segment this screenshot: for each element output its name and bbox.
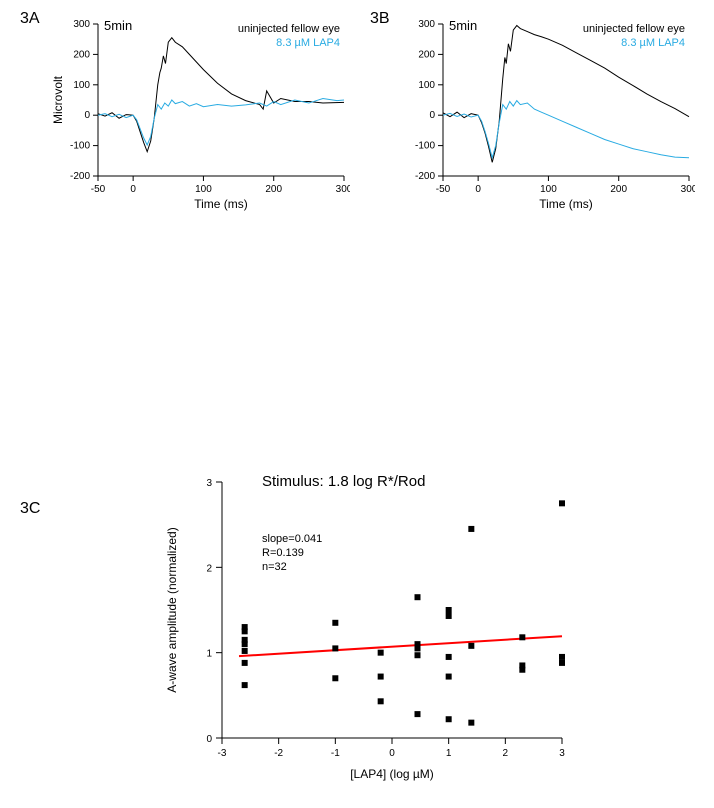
svg-text:100: 100: [418, 80, 435, 91]
svg-text:Time (ms): Time (ms): [539, 197, 593, 211]
svg-text:3: 3: [559, 748, 565, 759]
svg-text:100: 100: [540, 184, 557, 195]
svg-text:0: 0: [429, 110, 435, 121]
svg-text:8.3 µM LAP4: 8.3 µM LAP4: [621, 37, 685, 49]
svg-text:300: 300: [681, 184, 695, 195]
svg-text:100: 100: [73, 80, 90, 91]
svg-text:5min: 5min: [104, 18, 132, 33]
svg-text:0: 0: [389, 748, 395, 759]
svg-text:5min: 5min: [449, 18, 477, 33]
svg-text:200: 200: [418, 49, 435, 60]
svg-text:-2: -2: [274, 748, 283, 759]
svg-text:R=0.139: R=0.139: [262, 547, 304, 559]
panel-b-label: 3B: [370, 10, 390, 28]
svg-text:-100: -100: [415, 141, 435, 152]
svg-text:200: 200: [265, 184, 282, 195]
svg-text:300: 300: [418, 19, 435, 30]
svg-text:-3: -3: [218, 748, 227, 759]
svg-text:8.3 µM LAP4: 8.3 µM LAP4: [276, 37, 340, 49]
svg-text:-200: -200: [415, 171, 435, 182]
svg-text:uninjected fellow eye: uninjected fellow eye: [238, 23, 340, 35]
svg-text:100: 100: [195, 184, 212, 195]
svg-text:0: 0: [130, 184, 136, 195]
svg-text:n=32: n=32: [262, 561, 287, 573]
svg-text:1: 1: [206, 649, 212, 660]
svg-text:-1: -1: [331, 748, 340, 759]
svg-text:0: 0: [206, 734, 212, 745]
svg-text:200: 200: [610, 184, 627, 195]
svg-text:0: 0: [84, 110, 90, 121]
svg-text:-50: -50: [91, 184, 106, 195]
panel-c-label: 3C: [20, 500, 40, 518]
svg-text:A-wave amplitude (normalized): A-wave amplitude (normalized): [165, 527, 179, 692]
svg-text:300: 300: [73, 19, 90, 30]
svg-text:1: 1: [446, 748, 452, 759]
svg-text:300: 300: [336, 184, 350, 195]
svg-text:-50: -50: [436, 184, 451, 195]
svg-text:3: 3: [206, 478, 212, 489]
svg-text:200: 200: [73, 49, 90, 60]
panel-a-chart: -50 0 100 200 300 -200 -100 0 100 200 300 Time (ms)…: [50, 10, 350, 220]
svg-text:[LAP4] (log µM): [LAP4] (log µM): [350, 767, 434, 781]
svg-text:0: 0: [475, 184, 481, 195]
svg-text:slope=0.041: slope=0.041: [262, 533, 322, 545]
svg-text:Time (ms): Time (ms): [194, 197, 248, 211]
figure-page: 3A -500100200300-200-1000100200300Time (…: [0, 0, 714, 808]
panel-a-label: 3A: [20, 10, 40, 28]
svg-text:2: 2: [206, 563, 212, 574]
svg-text:-100: -100: [70, 141, 90, 152]
svg-text:uninjected fellow eye: uninjected fellow eye: [583, 23, 685, 35]
svg-text:2: 2: [503, 748, 509, 759]
svg-text:-200: -200: [70, 171, 90, 182]
svg-text:Stimulus: 1.8 log R*/Rod: Stimulus: 1.8 log R*/Rod: [262, 473, 425, 490]
panel-c-chart: -3 -2 -1 0 1 2 3 0 1 2 3 [LAP4] (log µM) A-wave ampl…: [160, 460, 580, 790]
svg-text:Microvolt: Microvolt: [51, 75, 65, 124]
panel-b-chart: -50 0 100 200 300 -200 -100 0 100 200 300 Time (ms)…: [395, 10, 695, 220]
